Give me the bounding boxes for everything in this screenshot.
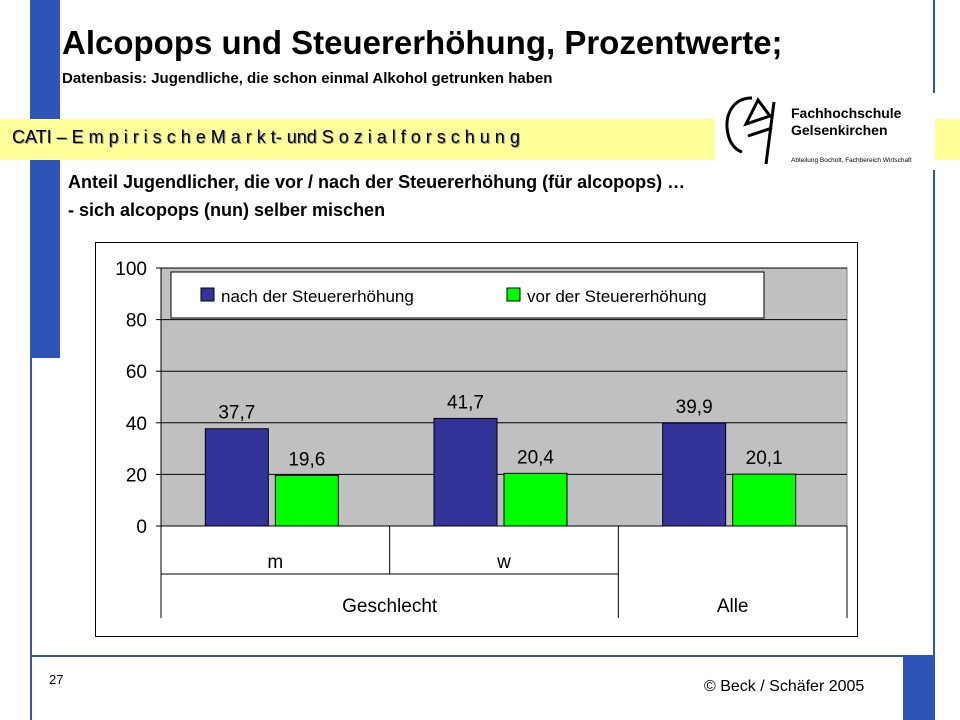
- legend-label-nach: nach der Steuererhöhung: [221, 287, 414, 306]
- bar-vor-m: [274, 474, 339, 527]
- logo-name-line2: Gelsenkirchen: [791, 122, 888, 138]
- legend-box: [170, 271, 765, 319]
- bar-value-label: 20,1: [746, 448, 783, 469]
- bar-value-label: 37,7: [218, 403, 255, 424]
- logo-subtitle: Abteilung Bocholt, Fachbereich Wirtschaf…: [791, 157, 912, 164]
- y-tick-label: 40: [126, 414, 147, 435]
- x-category-label-m: m: [267, 552, 283, 573]
- logo-area: [715, 93, 935, 170]
- bar-value-label: 19,6: [288, 449, 325, 470]
- header-band-text: CATI – E m p i r i s c h e M a r k t- un…: [12, 127, 520, 147]
- y-tick-label: 60: [126, 362, 147, 383]
- y-tick-label: 0: [136, 517, 147, 538]
- y-tick-label: 20: [126, 465, 147, 486]
- bar-vor-w: [503, 472, 568, 527]
- bottom-border-line: [30, 655, 935, 657]
- x-group-label-geschlecht: Geschlecht: [342, 596, 438, 617]
- slide-subtitle: Datenbasis: Jugendliche, die schon einma…: [62, 70, 553, 87]
- left-border-line: [30, 358, 32, 720]
- fh-logo-mark-icon: [725, 96, 776, 165]
- bottom-right-accent-block: [903, 656, 935, 720]
- logo-name-line1: Fachhochschule: [791, 105, 902, 121]
- copyright: © Beck / Schäfer 2005: [704, 678, 865, 695]
- slide-title: Alcopops und Steuererhöhung, Prozentwert…: [62, 24, 783, 61]
- bar-nach-alle: [662, 422, 727, 527]
- legend-label-vor: vor der Steuererhöhung: [527, 287, 707, 306]
- x-group-label-alle: Alle: [717, 596, 749, 617]
- description-line1: Anteil Jugendlicher, die vor / nach der …: [68, 172, 686, 192]
- bar-value-label: 41,7: [447, 392, 484, 413]
- bar-value-label: 39,9: [676, 397, 713, 418]
- left-accent-bar: [30, 0, 60, 358]
- legend-swatch-nach: [200, 287, 215, 302]
- bar-value-label: 20,4: [517, 447, 554, 468]
- page-number: 27: [49, 672, 64, 687]
- bar-nach-w: [433, 417, 498, 527]
- bar-vor-alle: [732, 473, 797, 527]
- bar-nach-m: [204, 428, 269, 527]
- legend-swatch-vor: [506, 287, 521, 302]
- x-category-label-w: w: [496, 552, 511, 573]
- y-tick-label: 100: [115, 259, 147, 280]
- bar-chart: 0 20 40 60 80 100 37,7 41,7 39,9 19,6 20,4 20,1 m w Ge…: [115, 259, 848, 618]
- description-line2: - sich alcopops (nun) selber mischen: [68, 200, 386, 220]
- right-border-line: [933, 0, 935, 656]
- y-tick-label: 80: [126, 311, 147, 332]
